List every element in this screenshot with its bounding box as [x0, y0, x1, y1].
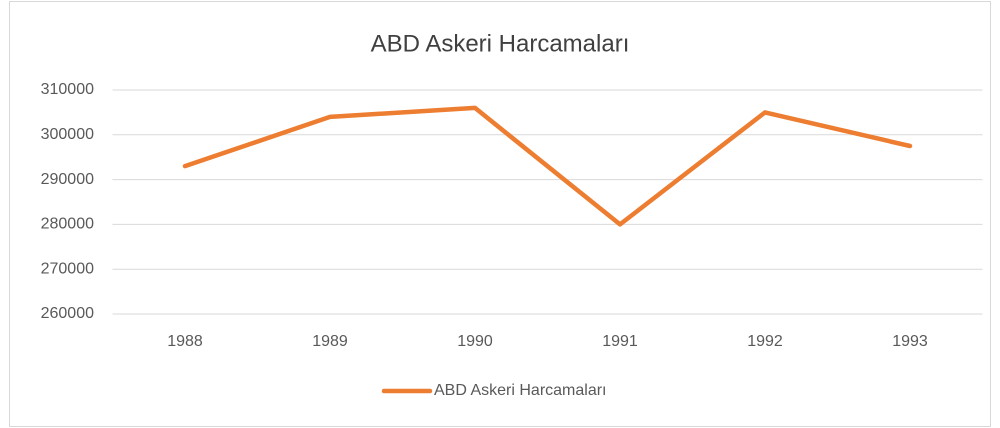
y-tick-label: 260000	[41, 305, 94, 322]
x-tick-label: 1993	[892, 333, 928, 350]
x-tick-label: 1988	[167, 333, 203, 350]
y-tick-label: 280000	[41, 216, 94, 233]
x-tick-label: 1989	[312, 333, 348, 350]
legend-label: ABD Askeri Harcamaları	[434, 382, 607, 399]
chart-title: ABD Askeri Harcamaları	[371, 30, 630, 57]
y-tick-label: 300000	[41, 126, 94, 143]
x-tick-label: 1991	[602, 333, 638, 350]
y-tick-label: 290000	[41, 171, 94, 188]
x-tick-label: 1992	[747, 333, 783, 350]
y-tick-label: 270000	[41, 260, 94, 277]
x-tick-label: 1990	[457, 333, 493, 350]
y-tick-label: 310000	[41, 81, 94, 98]
line-series	[182, 105, 913, 227]
chart-border	[9, 1, 991, 427]
